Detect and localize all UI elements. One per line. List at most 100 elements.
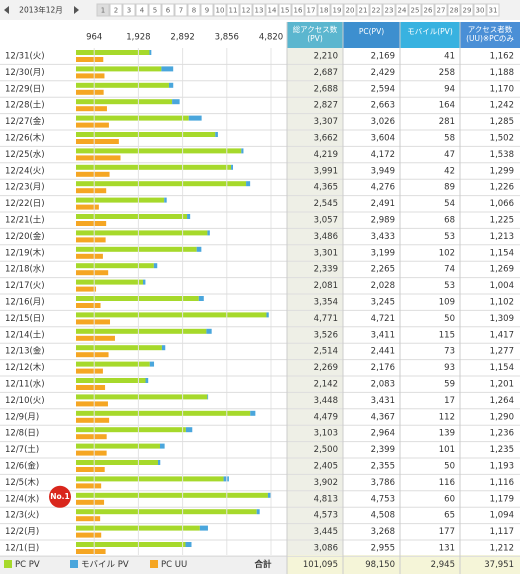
day-box[interactable] xyxy=(395,3,409,17)
mobile-cell: 73 xyxy=(444,347,455,357)
uu-cell: 1,269 xyxy=(490,265,514,275)
uu-cell: 1,094 xyxy=(490,511,514,521)
day-box[interactable] xyxy=(109,3,123,17)
pc-uu-bar xyxy=(76,549,106,554)
total-column xyxy=(287,48,343,555)
legend-swatch xyxy=(4,560,12,568)
day-box[interactable] xyxy=(486,3,500,17)
day-box[interactable] xyxy=(356,3,370,17)
uu-cell: 1,299 xyxy=(490,166,514,176)
pc-pv-bar xyxy=(76,148,242,154)
pc-cell: 4,172 xyxy=(371,150,395,160)
mobile-cell: 65 xyxy=(444,511,455,521)
pc-cell: 3,949 xyxy=(371,166,395,176)
day-box[interactable] xyxy=(265,3,279,17)
pc-cell: 4,753 xyxy=(371,494,395,504)
day-box[interactable] xyxy=(330,3,344,17)
day-box[interactable] xyxy=(369,3,383,17)
pc-cell: 2,176 xyxy=(371,363,395,373)
date-label: 12/23(月) xyxy=(5,183,45,193)
pc-cell: 3,026 xyxy=(371,117,395,127)
pc-pv-bar xyxy=(76,361,150,367)
mobile-pv-bar xyxy=(241,148,244,154)
pc-pv-bar xyxy=(76,525,200,531)
uu-cell: 1,179 xyxy=(490,494,514,504)
mobile-pv-bar xyxy=(153,263,158,269)
day-box[interactable] xyxy=(408,3,422,17)
day-label: 31 xyxy=(489,7,498,15)
day-box[interactable] xyxy=(226,3,240,17)
day-box[interactable] xyxy=(447,3,461,17)
day-box[interactable] xyxy=(213,3,227,17)
footer-totals xyxy=(287,555,520,574)
mobile-pv-bar xyxy=(250,410,256,416)
date-label: 12/11(水) xyxy=(5,379,45,390)
day-box[interactable] xyxy=(135,3,149,17)
date-label: 12/13(金) xyxy=(5,346,45,357)
uu-cell: 1,417 xyxy=(490,330,514,340)
day-box[interactable] xyxy=(200,3,214,17)
header-label: モバイル(PV) xyxy=(407,27,453,36)
pc-pv-bar xyxy=(76,542,186,547)
day-box[interactable] xyxy=(421,3,435,17)
pc-uu-bar xyxy=(76,319,111,325)
uu-cell: 1,201 xyxy=(490,380,514,390)
day-box[interactable] xyxy=(278,3,292,17)
mobile-pv-bar xyxy=(145,378,149,383)
day-box[interactable] xyxy=(304,3,318,17)
day-box[interactable] xyxy=(460,3,474,17)
pc-cell: 2,989 xyxy=(371,216,395,226)
day-label: 9 xyxy=(205,7,209,15)
pc-uu-bar xyxy=(76,335,115,341)
pc-uu-bar xyxy=(76,270,109,276)
day-box[interactable] xyxy=(187,3,201,17)
day-box[interactable] xyxy=(382,3,396,17)
pc-cell: 2,441 xyxy=(371,347,395,357)
x-tick-label: 964 xyxy=(86,33,102,43)
total-cell: 3,448 xyxy=(314,396,338,406)
pc-cell: 2,429 xyxy=(371,68,395,78)
day-box[interactable] xyxy=(434,3,448,17)
total-cell: 4,479 xyxy=(314,412,338,422)
pc-uu-bar xyxy=(76,204,99,210)
uu-cell: 1,213 xyxy=(490,232,514,242)
pc-uu-bar xyxy=(76,73,105,79)
pc-cell: 2,964 xyxy=(371,429,395,439)
day-box[interactable] xyxy=(252,3,266,17)
pc-cell: 4,508 xyxy=(371,511,395,521)
mobile-pv-bar xyxy=(149,361,155,367)
date-label: 12/10(火) xyxy=(5,396,45,406)
next-month[interactable] xyxy=(74,6,79,14)
mobile-pv-bar xyxy=(157,460,161,465)
day-box[interactable] xyxy=(317,3,331,17)
day-box[interactable] xyxy=(239,3,253,17)
uu-cell: 1,162 xyxy=(490,52,514,62)
mobile-cell: 94 xyxy=(444,84,455,94)
uu-cell: 1,226 xyxy=(490,183,514,193)
pc-uu-bar xyxy=(76,417,110,423)
total-cell: 4,365 xyxy=(314,183,338,193)
day-box[interactable] xyxy=(148,3,162,17)
day-box[interactable] xyxy=(96,3,110,17)
day-label: 19 xyxy=(333,7,342,15)
uu-cell: 1,212 xyxy=(490,544,514,554)
mobile-pv-bar xyxy=(172,99,180,105)
mobile-pv-bar xyxy=(159,443,165,449)
mobile-cell: 177 xyxy=(439,527,455,537)
total-cell: 2,339 xyxy=(314,265,338,275)
day-box[interactable] xyxy=(291,3,305,17)
date-label: 12/27(金) xyxy=(5,116,45,127)
day-box[interactable] xyxy=(473,3,487,17)
pc-uu-bar xyxy=(76,499,105,505)
day-box[interactable] xyxy=(174,3,188,17)
day-label: 24 xyxy=(398,7,407,15)
pc-pv-bar xyxy=(76,476,224,482)
day-box[interactable] xyxy=(343,3,357,17)
mobile-cell: 47 xyxy=(444,150,455,160)
total-cell: 3,307 xyxy=(314,117,338,127)
prev-month[interactable] xyxy=(4,6,9,14)
mobile-cell: 112 xyxy=(439,412,455,422)
day-box[interactable] xyxy=(161,3,175,17)
day-box[interactable] xyxy=(122,3,136,17)
